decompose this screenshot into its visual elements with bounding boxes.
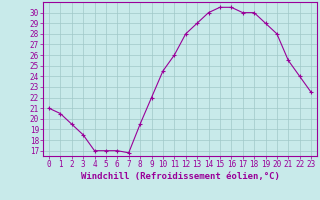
X-axis label: Windchill (Refroidissement éolien,°C): Windchill (Refroidissement éolien,°C) xyxy=(81,172,279,181)
